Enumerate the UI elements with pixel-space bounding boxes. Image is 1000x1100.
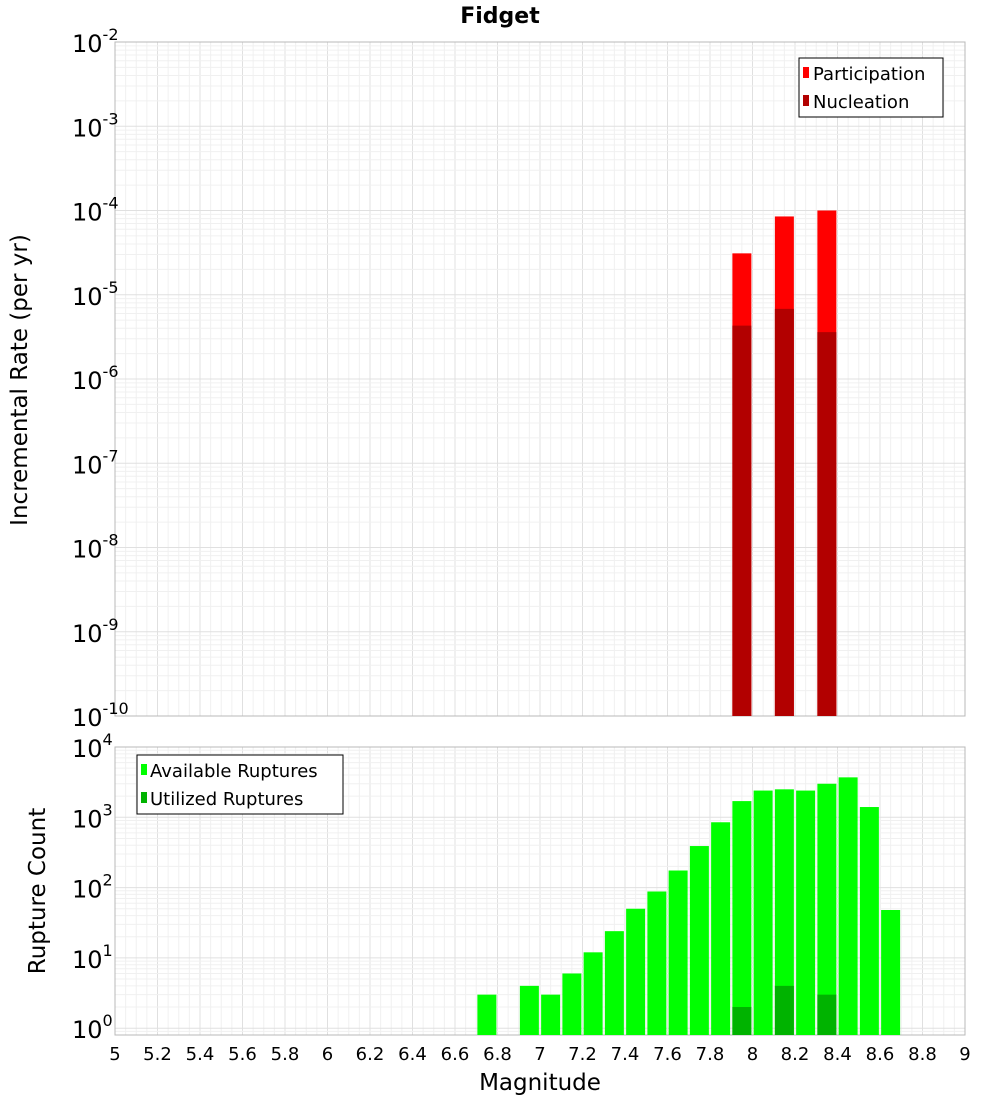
bar-available-ruptures: [626, 908, 646, 1035]
x-tick-label: 8.2: [781, 1044, 810, 1065]
bar-available-ruptures: [604, 931, 624, 1035]
y-tick-label: 103: [72, 800, 113, 833]
y-tick-label: 10-4: [72, 194, 119, 227]
bar-available-ruptures: [753, 790, 773, 1035]
y-tick-label: 102: [72, 871, 113, 904]
x-tick-label: 9: [959, 1044, 970, 1065]
x-tick-label: 5.8: [271, 1044, 300, 1065]
bottom-legend-box: [136, 754, 344, 815]
top-plot-bars: [732, 210, 837, 716]
y-tick-label: 104: [72, 730, 113, 763]
legend-swatch-participation: [803, 67, 809, 78]
chart-title: Fidget: [460, 4, 540, 29]
top-plot-grid: [114, 42, 966, 717]
top-legend-box: [798, 57, 944, 118]
x-tick-label: 6.2: [356, 1044, 385, 1065]
x-tick-label: 5.4: [186, 1044, 215, 1065]
y-tick-label: 10-10: [72, 699, 129, 732]
y-tick-label: 10-8: [72, 531, 119, 564]
bottom-plot-bars: [477, 777, 901, 1035]
x-tick-label: 7: [534, 1044, 545, 1065]
bottom-y-axis-label: Rupture Count: [25, 808, 51, 974]
bar-available-ruptures: [583, 952, 603, 1035]
bar-available-ruptures: [838, 777, 858, 1035]
x-tick-label: 8.4: [823, 1044, 852, 1065]
legend-label-participation: Participation: [813, 64, 925, 85]
bar-nucleation: [817, 332, 837, 716]
bar-available-ruptures: [881, 910, 901, 1035]
x-tick-label: 6.4: [398, 1044, 427, 1065]
top-plot-area: [114, 41, 966, 717]
x-ticks: 5 5.2 5.4 5.6 5.8 6 6.2 6.4 6.6 6.8 7 7.2 7.4 7.6 7.8 8…: [109, 1044, 970, 1065]
legend-label-available-ruptures: Available Ruptures: [150, 761, 318, 782]
bar-available-ruptures: [519, 985, 539, 1035]
x-tick-label: 8.8: [908, 1044, 937, 1065]
bar-utilized-ruptures: [817, 994, 837, 1035]
bar-available-ruptures: [859, 807, 879, 1035]
bar-available-ruptures: [689, 846, 709, 1035]
x-tick-label: 7.4: [611, 1044, 640, 1065]
y-tick-label: 10-3: [72, 109, 119, 142]
bar-nucleation: [774, 308, 794, 716]
y-tick-label: 10-7: [72, 446, 119, 479]
bar-utilized-ruptures: [732, 1007, 752, 1035]
bar-available-ruptures: [796, 790, 816, 1035]
legend-label-utilized-ruptures: Utilized Ruptures: [150, 789, 303, 810]
x-tick-label: 5: [109, 1044, 120, 1065]
x-tick-label: 7.8: [696, 1044, 725, 1065]
bar-available-ruptures: [711, 822, 731, 1035]
legend-swatch-utilized-ruptures: [141, 792, 147, 803]
x-tick-label: 8.6: [866, 1044, 895, 1065]
bar-available-ruptures: [647, 891, 667, 1035]
bar-available-ruptures: [732, 801, 752, 1035]
legend-swatch-available-ruptures: [141, 764, 147, 775]
bar-available-ruptures: [477, 994, 497, 1035]
bar-nucleation: [732, 325, 752, 716]
bar-available-ruptures: [668, 870, 688, 1035]
x-tick-label: 5.6: [228, 1044, 257, 1065]
x-tick-label: 6: [322, 1044, 333, 1065]
y-tick-label: 10-2: [72, 25, 119, 58]
bar-available-ruptures: [817, 783, 837, 1035]
bar-utilized-ruptures: [774, 985, 794, 1035]
y-tick-label: 100: [72, 1011, 113, 1044]
x-axis-label: Magnitude: [479, 1070, 601, 1096]
bar-available-ruptures: [562, 973, 582, 1035]
x-tick-label: 6.8: [483, 1044, 512, 1065]
top-legend: Participation Nucleation: [798, 57, 944, 118]
bar-available-ruptures: [774, 789, 794, 1035]
legend-label-nucleation: Nucleation: [813, 92, 909, 113]
y-tick-label: 10-9: [72, 615, 119, 648]
bottom-y-ticks: 104 103 102 101 100: [72, 730, 113, 1044]
y-tick-label: 101: [72, 941, 113, 974]
bottom-legend: Available Ruptures Utilized Ruptures: [136, 754, 344, 815]
x-tick-label: 8: [747, 1044, 758, 1065]
x-tick-label: 7.2: [568, 1044, 597, 1065]
x-tick-label: 6.6: [441, 1044, 470, 1065]
x-tick-label: 5.2: [143, 1044, 172, 1065]
y-tick-label: 10-6: [72, 362, 119, 395]
top-y-axis-label: Incremental Rate (per yr): [7, 234, 33, 526]
y-tick-label: 10-5: [72, 278, 119, 311]
legend-swatch-nucleation: [803, 95, 809, 106]
bottom-plot-area: [114, 746, 966, 1036]
x-tick-label: 7.6: [653, 1044, 682, 1065]
top-y-ticks: 10-2 10-3 10-4 10-5 10-6 10-7 10-8 10-9 10-10: [72, 25, 129, 732]
bar-available-ruptures: [541, 994, 561, 1035]
